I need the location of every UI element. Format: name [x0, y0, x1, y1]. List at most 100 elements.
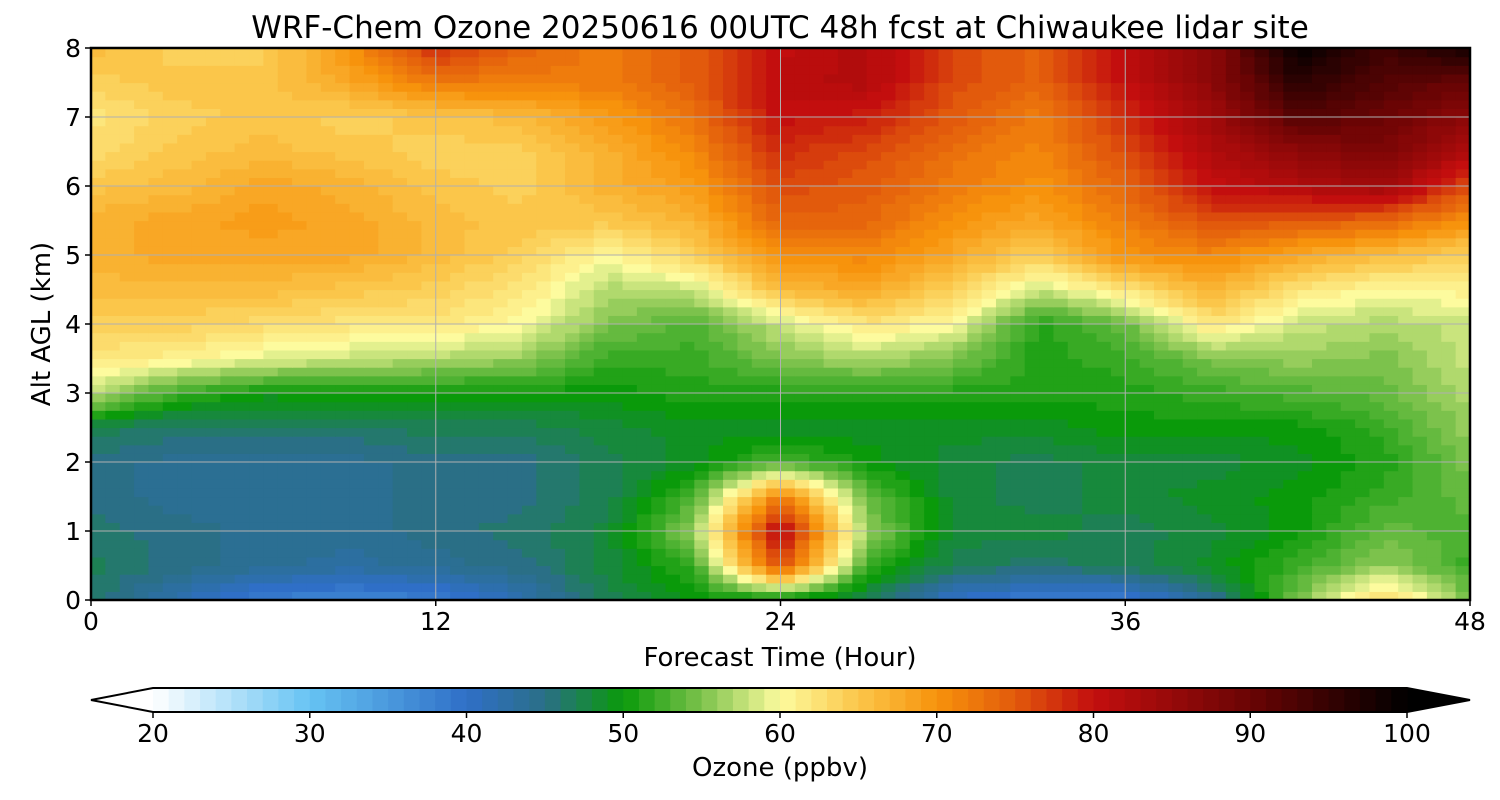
heatmap-cell [1268, 505, 1284, 515]
heatmap-cell [134, 444, 150, 454]
heatmap-cell [177, 246, 193, 256]
heatmap-cell [191, 462, 207, 472]
heatmap-cell [1039, 255, 1055, 265]
heatmap-cell [1297, 556, 1313, 567]
heatmap-cell [1340, 375, 1356, 385]
heatmap-cell [292, 341, 308, 351]
heatmap-cell [608, 160, 624, 170]
heatmap-cell [249, 479, 264, 489]
heatmap-cell [823, 470, 839, 480]
heatmap-cell [1182, 453, 1198, 463]
heatmap-cell [105, 453, 121, 463]
heatmap-cell [852, 410, 868, 420]
heatmap-cell [1369, 487, 1385, 498]
heatmap-cell [1268, 203, 1284, 213]
heatmap-cell [780, 177, 796, 187]
heatmap-cell [751, 151, 767, 161]
heatmap-cell [1067, 280, 1083, 291]
heatmap-cell [493, 410, 509, 420]
heatmap-cell [450, 160, 466, 170]
heatmap-cell [162, 220, 178, 230]
heatmap-cell [866, 315, 882, 325]
heatmap-cell [1053, 418, 1069, 429]
heatmap-cell [1383, 582, 1399, 592]
heatmap-cell [1197, 177, 1213, 187]
heatmap-cell [881, 203, 897, 213]
heatmap-cell [1383, 289, 1399, 299]
heatmap-cell [1053, 246, 1069, 256]
heatmap-cell [1297, 574, 1313, 584]
heatmap-cell [981, 324, 997, 334]
heatmap-cell [794, 375, 810, 385]
heatmap-cell [837, 324, 853, 334]
heatmap-cell [1283, 427, 1299, 437]
heatmap-cell [493, 548, 509, 558]
heatmap-cell [665, 591, 681, 601]
heatmap-cell [1297, 505, 1313, 515]
heatmap-cell [493, 505, 509, 515]
heatmap-cell [205, 315, 221, 325]
heatmap-cell [995, 462, 1011, 472]
heatmap-cell [1412, 591, 1428, 601]
heatmap-cell [1254, 349, 1270, 360]
heatmap-cell [823, 582, 839, 592]
heatmap-cell [1268, 341, 1284, 351]
heatmap-cell [1153, 487, 1169, 498]
heatmap-cell [1268, 151, 1284, 161]
heatmap-cell [162, 272, 178, 282]
heatmap-cell [478, 177, 494, 187]
heatmap-cell [407, 574, 422, 584]
heatmap-cell [809, 496, 825, 506]
heatmap-cell [1268, 574, 1284, 584]
heatmap-cell [1053, 341, 1069, 351]
heatmap-cell [1024, 298, 1040, 308]
heatmap-cell [852, 332, 868, 342]
heatmap-cell [866, 375, 882, 385]
heatmap-cell [464, 203, 480, 213]
heatmap-cell [349, 255, 365, 265]
heatmap-cell [909, 410, 925, 420]
heatmap-cell [392, 151, 408, 161]
heatmap-cell [881, 289, 897, 299]
heatmap-cell [881, 298, 897, 308]
heatmap-cell [119, 479, 135, 489]
heatmap-cell [507, 410, 523, 420]
heatmap-cell [1412, 479, 1428, 489]
heatmap-cell [651, 229, 667, 239]
heatmap-cell [1283, 289, 1299, 299]
heatmap-cell [105, 436, 121, 446]
heatmap-cell [651, 263, 667, 273]
heatmap-cell [1024, 168, 1040, 178]
heatmap-cell [1355, 280, 1371, 291]
heatmap-cell [1182, 289, 1198, 299]
heatmap-cell [450, 531, 466, 541]
heatmap-cell [1268, 194, 1284, 204]
heatmap-cell [1326, 298, 1342, 308]
heatmap-cell [1412, 522, 1428, 532]
heatmap-cell [751, 436, 767, 446]
heatmap-cell [952, 332, 968, 342]
heatmap-cell [723, 384, 738, 394]
heatmap-cell [665, 496, 681, 506]
heatmap-cell [809, 246, 825, 256]
heatmap-cell [1355, 349, 1371, 360]
heatmap-cell [1426, 548, 1442, 558]
heatmap-cell [1139, 522, 1155, 532]
heatmap-cell [507, 160, 523, 170]
heatmap-cell [220, 418, 236, 429]
heatmap-cell [478, 263, 494, 273]
heatmap-cell [593, 220, 609, 230]
heatmap-cell [593, 324, 609, 334]
heatmap-cell [1254, 151, 1270, 161]
heatmap-cell [1067, 513, 1083, 523]
heatmap-cell [91, 522, 106, 532]
heatmap-cell [1211, 324, 1227, 334]
heatmap-cell [895, 479, 911, 489]
heatmap-cell [1340, 539, 1356, 549]
heatmap-cell [249, 513, 264, 523]
heatmap-cell [407, 298, 422, 308]
heatmap-cell [1139, 513, 1155, 523]
heatmap-cell [1225, 582, 1241, 592]
heatmap-cell [119, 237, 135, 247]
heatmap-cell [421, 427, 437, 437]
